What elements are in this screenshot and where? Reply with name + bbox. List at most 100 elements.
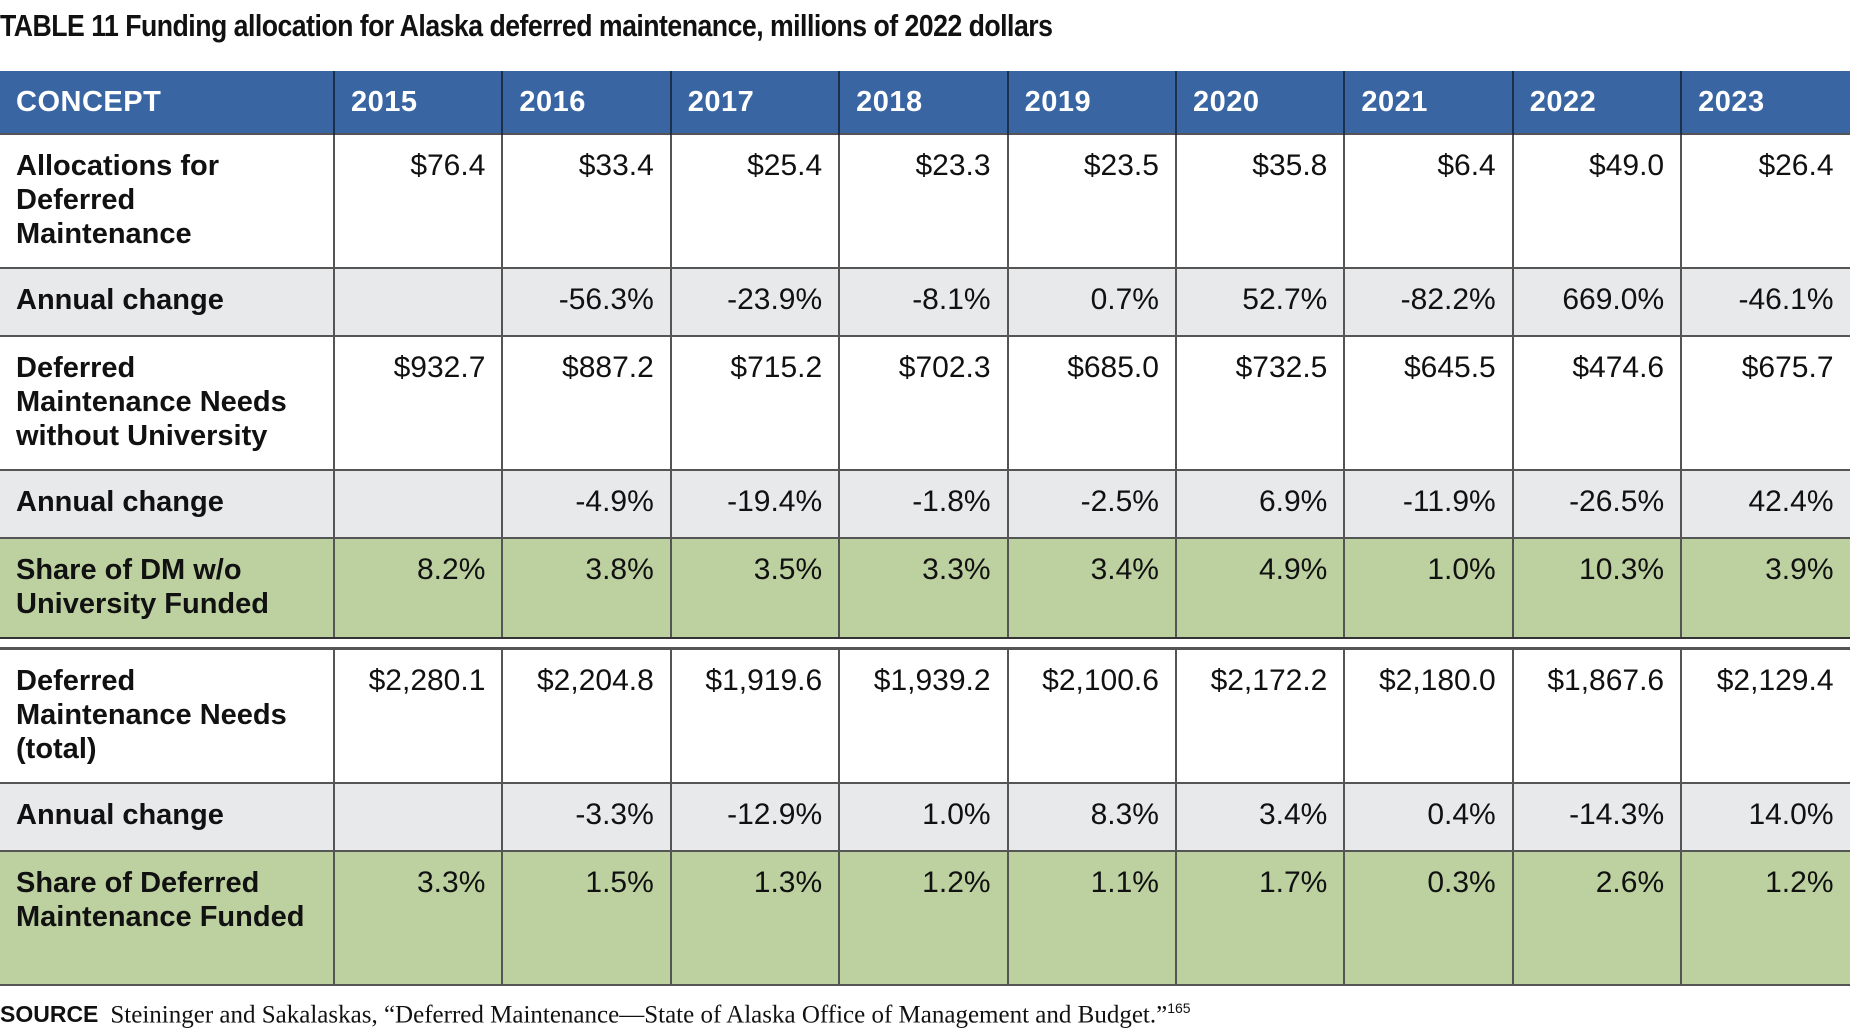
cell-value: -23.9%: [669, 267, 841, 337]
source-text: Steininger and Sakalaskas, “Deferred Mai…: [110, 1001, 1168, 1029]
cell-value: 6.9%: [1174, 469, 1346, 539]
column-header-year: 2017: [669, 71, 840, 134]
column-header-year: 2022: [1511, 71, 1682, 134]
cell-value: 14.0%: [1680, 782, 1850, 852]
cell-value: 8.3%: [1006, 782, 1177, 852]
source-label: SOURCE: [0, 1001, 99, 1028]
cell-value: -4.9%: [501, 469, 672, 539]
table-title: TABLE 11 Funding allocation for Alaska d…: [0, 8, 1053, 43]
cell-value: 1.2%: [1680, 850, 1850, 986]
row-label: Allocations for Deferred Maintenance: [0, 133, 335, 269]
table-row-share-dm-funded: Share of Deferred Maintenance Funded 3.3…: [0, 850, 1850, 986]
cell-value: $6.4: [1343, 133, 1514, 269]
source-note: SOURCE Steininger and Sakalaskas, “Deferr…: [0, 1000, 1191, 1029]
cell-value: $2,100.6: [1006, 647, 1177, 784]
footnote-ref: 165: [1167, 1000, 1191, 1016]
cell-value: $675.7: [1680, 335, 1850, 471]
table-row-annual-change: Annual change -56.3% -23.9% -8.1% 0.7% 5…: [0, 267, 1850, 337]
table-row-dm-needs-without-university: Deferred Maintenance Needs without Unive…: [0, 335, 1850, 471]
table-row-annual-change: Annual change -3.3% -12.9% 1.0% 8.3% 3.4…: [0, 782, 1850, 852]
row-label: Annual change: [0, 469, 335, 539]
cell-value: $2,204.8: [501, 647, 672, 784]
funding-table-section-2: Deferred Maintenance Needs (total) $2,28…: [0, 647, 1850, 986]
cell-value: -56.3%: [501, 267, 672, 337]
cell-value: 3.3%: [838, 537, 1009, 639]
cell-value: 3.3%: [332, 850, 504, 986]
cell-value: 4.9%: [1174, 537, 1346, 639]
cell-value: $887.2: [501, 335, 672, 471]
cell-value: -46.1%: [1680, 267, 1850, 337]
cell-value: $23.5: [1006, 133, 1177, 269]
cell-value: -19.4%: [669, 469, 841, 539]
cell-value: 3.4%: [1006, 537, 1177, 639]
cell-value: 2.6%: [1511, 850, 1683, 986]
cell-value: -12.9%: [669, 782, 841, 852]
cell-value: $49.0: [1511, 133, 1683, 269]
column-header-year: 2020: [1174, 71, 1345, 134]
cell-value: [332, 469, 504, 539]
cell-value: $23.3: [838, 133, 1009, 269]
cell-value: $715.2: [669, 335, 841, 471]
row-label: Deferred Maintenance Needs without Unive…: [0, 335, 335, 471]
cell-value: 3.4%: [1174, 782, 1346, 852]
table-row-annual-change: Annual change -4.9% -19.4% -1.8% -2.5% 6…: [0, 469, 1850, 539]
cell-value: 1.7%: [1174, 850, 1346, 986]
row-label: Deferred Maintenance Needs (total): [0, 647, 335, 784]
cell-value: $2,172.2: [1174, 647, 1346, 784]
cell-value: $685.0: [1006, 335, 1177, 471]
cell-value: 1.1%: [1006, 850, 1177, 986]
cell-value: [332, 267, 504, 337]
cell-value: 1.0%: [1343, 537, 1514, 639]
cell-value: 1.0%: [838, 782, 1009, 852]
table-row-dm-needs-total: Deferred Maintenance Needs (total) $2,28…: [0, 647, 1850, 784]
cell-value: 1.3%: [669, 850, 841, 986]
cell-value: 0.4%: [1343, 782, 1514, 852]
column-header-year: 2018: [838, 71, 1008, 134]
cell-value: 52.7%: [1174, 267, 1346, 337]
table-row-share-dm-without-university-funded: Share of DM w/o University Funded 8.2% 3…: [0, 537, 1850, 639]
cell-value: 669.0%: [1511, 267, 1683, 337]
cell-value: 0.7%: [1006, 267, 1177, 337]
cell-value: $33.4: [501, 133, 672, 269]
cell-value: $26.4: [1680, 133, 1850, 269]
cell-value: $2,280.1: [332, 647, 504, 784]
row-label: Share of Deferred Maintenance Funded: [0, 850, 335, 986]
cell-value: 3.9%: [1680, 537, 1850, 639]
cell-value: $1,867.6: [1511, 647, 1683, 784]
row-label: Annual change: [0, 782, 335, 852]
cell-value: $2,129.4: [1680, 647, 1850, 784]
column-header-year: 2023: [1680, 71, 1850, 134]
column-header-year: 2016: [501, 71, 671, 134]
cell-value: -8.1%: [838, 267, 1009, 337]
cell-value: 10.3%: [1511, 537, 1683, 639]
cell-value: -1.8%: [838, 469, 1009, 539]
cell-value: -2.5%: [1006, 469, 1177, 539]
cell-value: -82.2%: [1343, 267, 1514, 337]
column-header-year: 2019: [1006, 71, 1176, 134]
cell-value: $2,180.0: [1343, 647, 1514, 784]
column-header-year: 2015: [332, 71, 503, 134]
cell-value: 3.5%: [669, 537, 841, 639]
header-row: CONCEPT 2015 2016 2017 2018 2019 2020 20…: [0, 71, 1850, 134]
cell-value: $474.6: [1511, 335, 1683, 471]
cell-value: 0.3%: [1343, 850, 1514, 986]
funding-table-section-1: CONCEPT 2015 2016 2017 2018 2019 2020 20…: [0, 71, 1850, 639]
table-row-allocations: Allocations for Deferred Maintenance $76…: [0, 133, 1850, 269]
cell-value: $76.4: [332, 133, 504, 269]
cell-value: $35.8: [1174, 133, 1346, 269]
cell-value: -11.9%: [1343, 469, 1514, 539]
column-header-year: 2021: [1343, 71, 1513, 134]
cell-value: $1,919.6: [669, 647, 841, 784]
cell-value: -3.3%: [501, 782, 672, 852]
cell-value: 1.2%: [838, 850, 1009, 986]
column-header-concept: CONCEPT: [0, 71, 334, 134]
row-label: Share of DM w/o University Funded: [0, 537, 335, 639]
cell-value: 42.4%: [1680, 469, 1850, 539]
cell-value: -26.5%: [1511, 469, 1683, 539]
cell-value: $702.3: [838, 335, 1009, 471]
cell-value: $932.7: [332, 335, 504, 471]
cell-value: $25.4: [669, 133, 841, 269]
cell-value: $1,939.2: [838, 647, 1009, 784]
row-label: Annual change: [0, 267, 335, 337]
cell-value: 3.8%: [501, 537, 672, 639]
